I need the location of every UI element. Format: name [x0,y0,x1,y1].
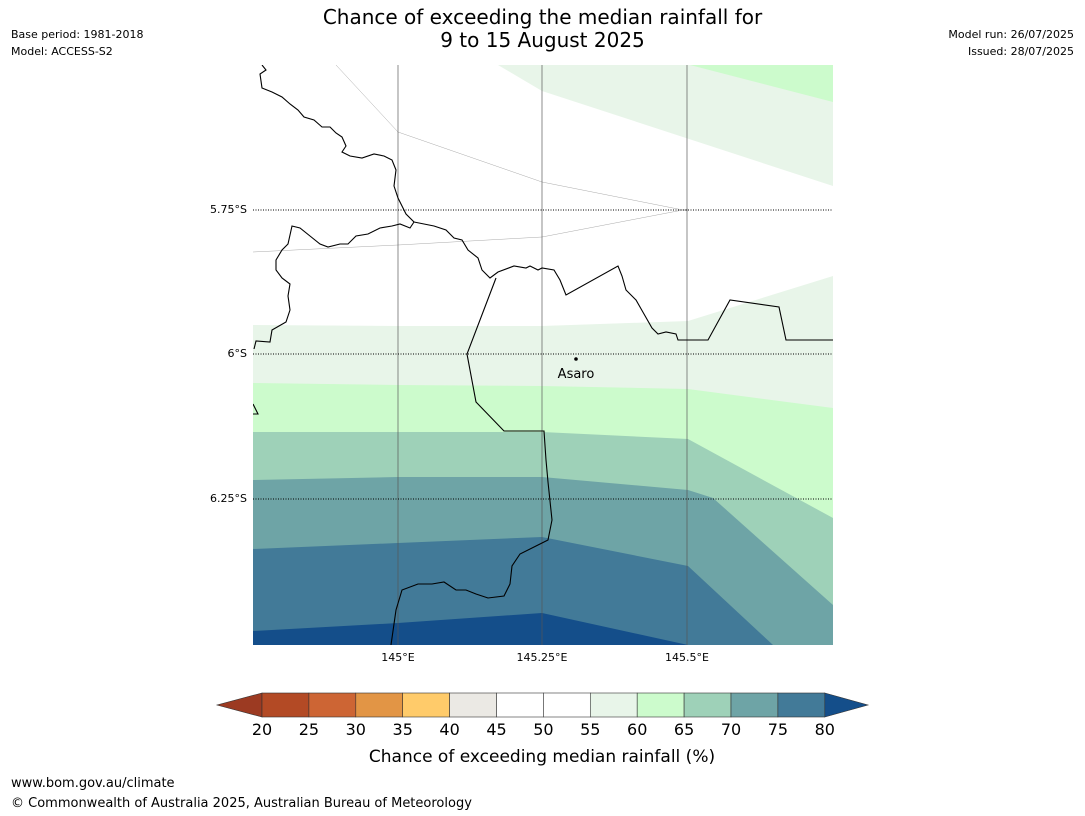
rainfall-map: Asaro 5.75°S 6°S 6.25°S 145°E 145.25°E 1… [210,65,833,664]
colorbar-tick-label: 20 [252,720,272,739]
lon-label-145-5e: 145.5°E [665,651,709,664]
colorbar-tick-label: 40 [439,720,459,739]
colorbar-tick-label: 50 [533,720,553,739]
model-run-text: Model run: 26/07/2025 [948,28,1074,41]
colorbar-label: Chance of exceeding median rainfall (%) [369,747,715,767]
colorbar-tick-label: 45 [486,720,506,739]
colorbar-tick-label: 60 [627,720,647,739]
contour-lines [253,65,689,253]
boundary-west-tick [253,403,259,415]
colorbar-ticks: 20 25 30 35 40 45 50 55 60 65 70 75 80 [252,720,835,739]
band-75-80 [253,537,773,645]
lat-label-6s: 6°S [228,347,247,360]
colorbar-tick-label: 55 [580,720,600,739]
issued-text: Issued: 28/07/2025 [967,45,1074,58]
lon-label-145-25e: 145.25°E [517,651,568,664]
band-55-60-north [498,65,833,186]
asaro-marker [574,357,578,361]
title-line-2: 9 to 15 August 2025 [440,28,645,52]
colorbar-tick-label: 70 [721,720,741,739]
asaro-label: Asaro [558,367,595,382]
lat-label-6-25s: 6.25°S [210,492,247,505]
graticule [253,65,833,645]
chart-title: Chance of exceeding the median rainfall … [0,6,1085,52]
colorbar-tick-label: 25 [299,720,319,739]
footer-copyright: © Commonwealth of Australia 2025, Austra… [11,796,472,811]
province-boundaries [253,65,833,645]
colorbar-tick-label: 65 [674,720,694,739]
boundary-mid [413,221,833,341]
colorbar-tick-label: 80 [815,720,835,739]
colorbar-tick-label: 75 [768,720,788,739]
footer-url: www.bom.gov.au/climate [11,776,175,791]
colorbar-tick-label: 35 [393,720,413,739]
boundary-south [390,277,553,645]
probability-bands [253,65,833,645]
band-60-65-north [690,65,833,102]
base-period-text: Base period: 1981-2018 [11,28,144,41]
title-line-1: Chance of exceeding the median rainfall … [322,5,763,29]
colorbar-tick-label: 30 [346,720,366,739]
band-80-plus [253,613,688,645]
model-text: Model: ACCESS-S2 [11,45,113,58]
lon-label-145e: 145°E [381,651,414,664]
lat-label-5-75s: 5.75°S [210,203,247,216]
